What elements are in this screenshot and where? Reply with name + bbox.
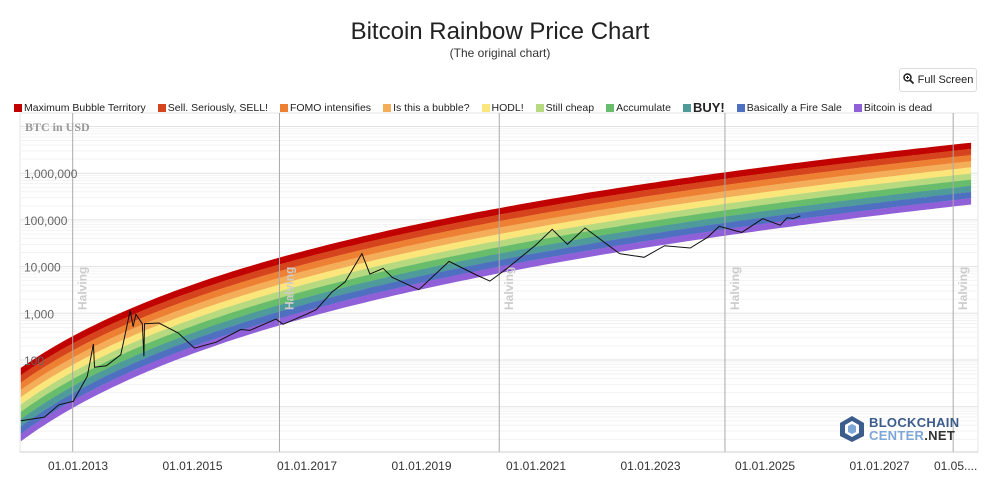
y-tick-label: 100 (24, 354, 44, 368)
logo-line2b: .NET (924, 428, 956, 443)
page-subtitle: (The original chart) (449, 46, 551, 60)
fullscreen-label: Full Screen (917, 74, 974, 86)
legend-swatch (736, 103, 745, 112)
y-tick-label: 10,000 (24, 261, 61, 275)
legend-swatch (853, 103, 862, 112)
legend-swatch (383, 103, 392, 112)
x-tick-label: 01.01.2023 (620, 459, 680, 473)
legend-label: Maximum Bubble Territory (24, 101, 146, 114)
x-tick-label: 01.01.2017 (277, 459, 337, 473)
y-tick-label: 100,000 (24, 214, 68, 228)
legend-swatch (157, 103, 166, 112)
legend-item[interactable]: Sell. Seriously, SELL! (157, 101, 268, 114)
legend-label: Sell. Seriously, SELL! (167, 101, 268, 114)
legend-swatch (481, 103, 490, 112)
legend-label: Is this a bubble? (393, 101, 470, 114)
legend-item[interactable]: Basically a Fire Sale (736, 101, 842, 114)
y-axis-label: BTC in USD (25, 120, 90, 134)
page-title: Bitcoin Rainbow Price Chart (350, 18, 650, 45)
legend-item[interactable]: Accumulate (606, 102, 671, 114)
halving-label: Halving (502, 267, 516, 310)
cube-logo-icon (840, 416, 864, 442)
legend-item[interactable]: HODL! (481, 101, 524, 114)
legend-swatch (606, 103, 615, 112)
halving-label: Halving (76, 267, 90, 310)
x-tick-label: 01.01.2027 (849, 459, 909, 473)
x-tick-label: 01.01.2019 (391, 459, 451, 473)
legend-item[interactable]: Bitcoin is dead (853, 101, 933, 114)
legend-label: FOMO intensifies (289, 101, 372, 114)
fullscreen-button[interactable]: Full Screen (899, 68, 977, 92)
legend-label: Accumulate (616, 101, 671, 114)
legend-swatch (279, 103, 288, 112)
price-line (20, 215, 801, 422)
legend-item[interactable]: Maximum Bubble Territory (14, 102, 146, 114)
x-tick-label: 01.05.... (934, 459, 977, 473)
zoom-in-icon (902, 73, 914, 87)
logo-line1: BLOCKCHAIN (869, 415, 960, 430)
legend-item[interactable]: BUY! (682, 100, 725, 115)
y-tick-label: 1,000,000 (24, 167, 78, 181)
legend-label: Bitcoin is dead (863, 101, 933, 114)
legend-item[interactable]: Still cheap (535, 101, 595, 114)
legend-swatch (682, 103, 691, 112)
legend-item[interactable]: Is this a bubble? (383, 101, 470, 114)
legend-item[interactable]: FOMO intensifies (279, 101, 372, 114)
x-tick-label: 01.01.2013 (48, 459, 108, 473)
halving-label: Halving (956, 267, 970, 310)
legend-swatch (535, 103, 544, 112)
logo-line2a: CENTER (869, 428, 925, 443)
y-tick-label: 1,000 (24, 307, 54, 321)
halving-label: Halving (728, 267, 742, 310)
halving-label: Halving (282, 267, 296, 310)
legend-label: HODL! (491, 101, 524, 114)
x-tick-label: 01.01.2015 (162, 459, 222, 473)
x-tick-label: 01.01.2025 (735, 459, 795, 473)
legend-label: Still cheap (545, 101, 595, 114)
blockchaincenter-logo: BLOCKCHAIN CENTER.NET (839, 415, 959, 443)
legend: Maximum Bubble Territory Sell. Seriously,… (14, 100, 932, 115)
x-tick-label: 01.01.2021 (506, 459, 566, 473)
legend-swatch (14, 103, 22, 112)
legend-label: BUY! (692, 100, 725, 115)
legend-label: Basically a Fire Sale (746, 101, 842, 114)
